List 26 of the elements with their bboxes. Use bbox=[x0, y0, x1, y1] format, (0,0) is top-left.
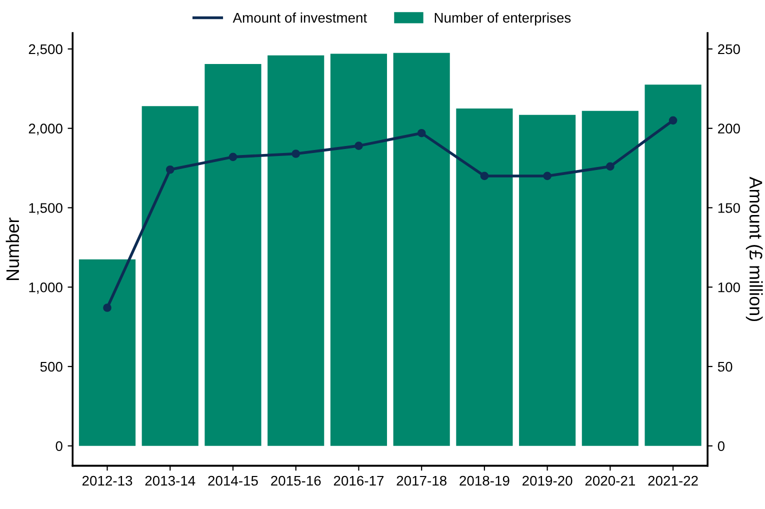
x-tick-label: 2016-17 bbox=[334, 476, 384, 486]
y-axis-title: Number bbox=[6, 218, 20, 280]
x-tick-label: 2015-16 bbox=[271, 476, 321, 486]
x-tick-label: 2014-15 bbox=[208, 476, 258, 486]
x-tick-label: 2017-18 bbox=[396, 476, 446, 486]
x-tick-label: 2012-13 bbox=[82, 476, 132, 486]
y2-tick-label: 200 bbox=[718, 124, 740, 134]
x-tick-label: 2020-21 bbox=[585, 476, 635, 486]
y-tick-label: 1,500 bbox=[29, 203, 62, 215]
x-tick-label: 2021-22 bbox=[648, 476, 698, 486]
x-tick-label: 2019-20 bbox=[522, 476, 572, 486]
y-tick-label: 1,000 bbox=[29, 282, 62, 294]
y2-tick-label: 250 bbox=[718, 44, 740, 54]
y-tick-label: 500 bbox=[40, 362, 62, 372]
x-tick-label: 2018-19 bbox=[460, 476, 510, 486]
x-tick-label: 2013-14 bbox=[145, 476, 196, 486]
y-tick-label: 0 bbox=[56, 441, 62, 452]
y-tick-label: 2,500 bbox=[28, 44, 62, 56]
y2-tick-label: 50 bbox=[718, 362, 732, 372]
y2-tick-label: 0 bbox=[718, 441, 725, 452]
legend-label: Amount of investment bbox=[232, 12, 367, 23]
legend-label: Number of enterprises bbox=[434, 12, 571, 26]
y2-tick-label: 100 bbox=[718, 282, 740, 292]
y2-tick-label: 150 bbox=[718, 203, 740, 213]
y-tick-label: 2,000 bbox=[28, 124, 62, 136]
y2-axis-title: Amount (£ million) bbox=[746, 176, 763, 322]
